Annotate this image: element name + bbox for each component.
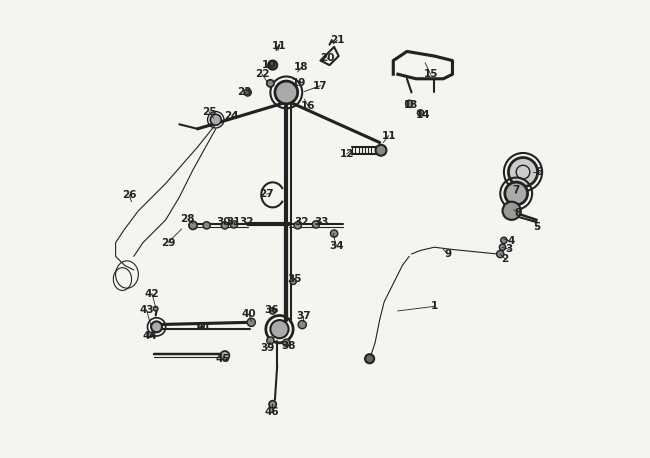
Circle shape xyxy=(247,318,255,327)
Text: 31: 31 xyxy=(227,217,241,227)
Text: 34: 34 xyxy=(329,241,344,251)
Text: 27: 27 xyxy=(259,189,274,199)
Text: 3: 3 xyxy=(506,245,513,255)
Text: 1: 1 xyxy=(431,301,438,311)
Text: 45: 45 xyxy=(215,354,230,364)
Circle shape xyxy=(244,89,252,96)
Circle shape xyxy=(230,221,238,228)
Text: 13: 13 xyxy=(404,100,418,110)
Text: 19: 19 xyxy=(292,78,306,88)
Text: 16: 16 xyxy=(301,101,315,111)
Circle shape xyxy=(505,182,528,205)
Text: 33: 33 xyxy=(315,217,329,227)
Text: 5: 5 xyxy=(533,222,540,232)
Circle shape xyxy=(198,323,204,329)
Circle shape xyxy=(147,332,153,338)
Circle shape xyxy=(151,322,162,333)
Text: 26: 26 xyxy=(122,190,136,200)
Text: 42: 42 xyxy=(145,289,159,299)
Circle shape xyxy=(365,354,374,363)
Text: 36: 36 xyxy=(264,305,279,315)
Circle shape xyxy=(417,110,424,116)
Text: 22: 22 xyxy=(255,69,270,79)
Text: 29: 29 xyxy=(161,238,175,248)
Circle shape xyxy=(269,401,276,408)
Circle shape xyxy=(376,145,387,156)
Circle shape xyxy=(203,222,211,229)
Circle shape xyxy=(500,237,507,244)
Circle shape xyxy=(220,351,229,360)
Circle shape xyxy=(330,230,338,237)
Circle shape xyxy=(270,308,276,314)
Text: 25: 25 xyxy=(202,107,216,116)
Circle shape xyxy=(312,221,320,228)
Text: 11: 11 xyxy=(382,131,396,141)
Text: 24: 24 xyxy=(224,111,239,121)
Text: 28: 28 xyxy=(180,214,195,224)
Circle shape xyxy=(497,251,504,258)
Text: 41: 41 xyxy=(196,322,211,332)
Text: 14: 14 xyxy=(415,110,430,120)
Text: 20: 20 xyxy=(320,53,335,63)
Text: 6: 6 xyxy=(536,167,543,177)
Text: 32: 32 xyxy=(239,217,254,227)
Circle shape xyxy=(298,321,306,329)
Circle shape xyxy=(268,60,277,70)
Circle shape xyxy=(294,222,302,229)
Circle shape xyxy=(221,222,229,229)
Text: 23: 23 xyxy=(237,87,252,98)
Circle shape xyxy=(290,278,296,284)
Text: 10: 10 xyxy=(262,60,276,70)
Text: 8: 8 xyxy=(514,208,521,218)
Text: 17: 17 xyxy=(313,81,328,91)
Text: 11: 11 xyxy=(272,41,287,51)
Circle shape xyxy=(502,202,521,220)
Text: 38: 38 xyxy=(281,341,296,350)
Text: 40: 40 xyxy=(242,309,256,319)
Circle shape xyxy=(266,337,274,344)
Text: 46: 46 xyxy=(265,408,279,417)
Circle shape xyxy=(508,158,538,187)
Circle shape xyxy=(189,221,197,229)
Text: 30: 30 xyxy=(216,217,231,227)
Text: 7: 7 xyxy=(512,185,520,195)
Text: 21: 21 xyxy=(330,35,344,45)
Text: 9: 9 xyxy=(445,249,452,259)
Text: 37: 37 xyxy=(296,311,311,322)
Circle shape xyxy=(275,81,298,104)
Text: 2: 2 xyxy=(501,254,508,264)
Circle shape xyxy=(406,100,413,108)
Text: 44: 44 xyxy=(142,331,157,341)
Text: 18: 18 xyxy=(294,62,309,72)
Circle shape xyxy=(270,320,289,338)
Text: 35: 35 xyxy=(287,274,302,284)
Circle shape xyxy=(211,114,221,125)
Text: 32: 32 xyxy=(294,217,309,227)
Text: 39: 39 xyxy=(260,343,274,353)
Circle shape xyxy=(499,244,506,251)
Text: 4: 4 xyxy=(507,236,514,246)
Text: 43: 43 xyxy=(139,305,154,315)
Text: 15: 15 xyxy=(423,69,438,79)
Circle shape xyxy=(283,339,290,346)
Circle shape xyxy=(266,80,274,87)
Circle shape xyxy=(153,306,158,311)
Text: 12: 12 xyxy=(339,149,354,159)
